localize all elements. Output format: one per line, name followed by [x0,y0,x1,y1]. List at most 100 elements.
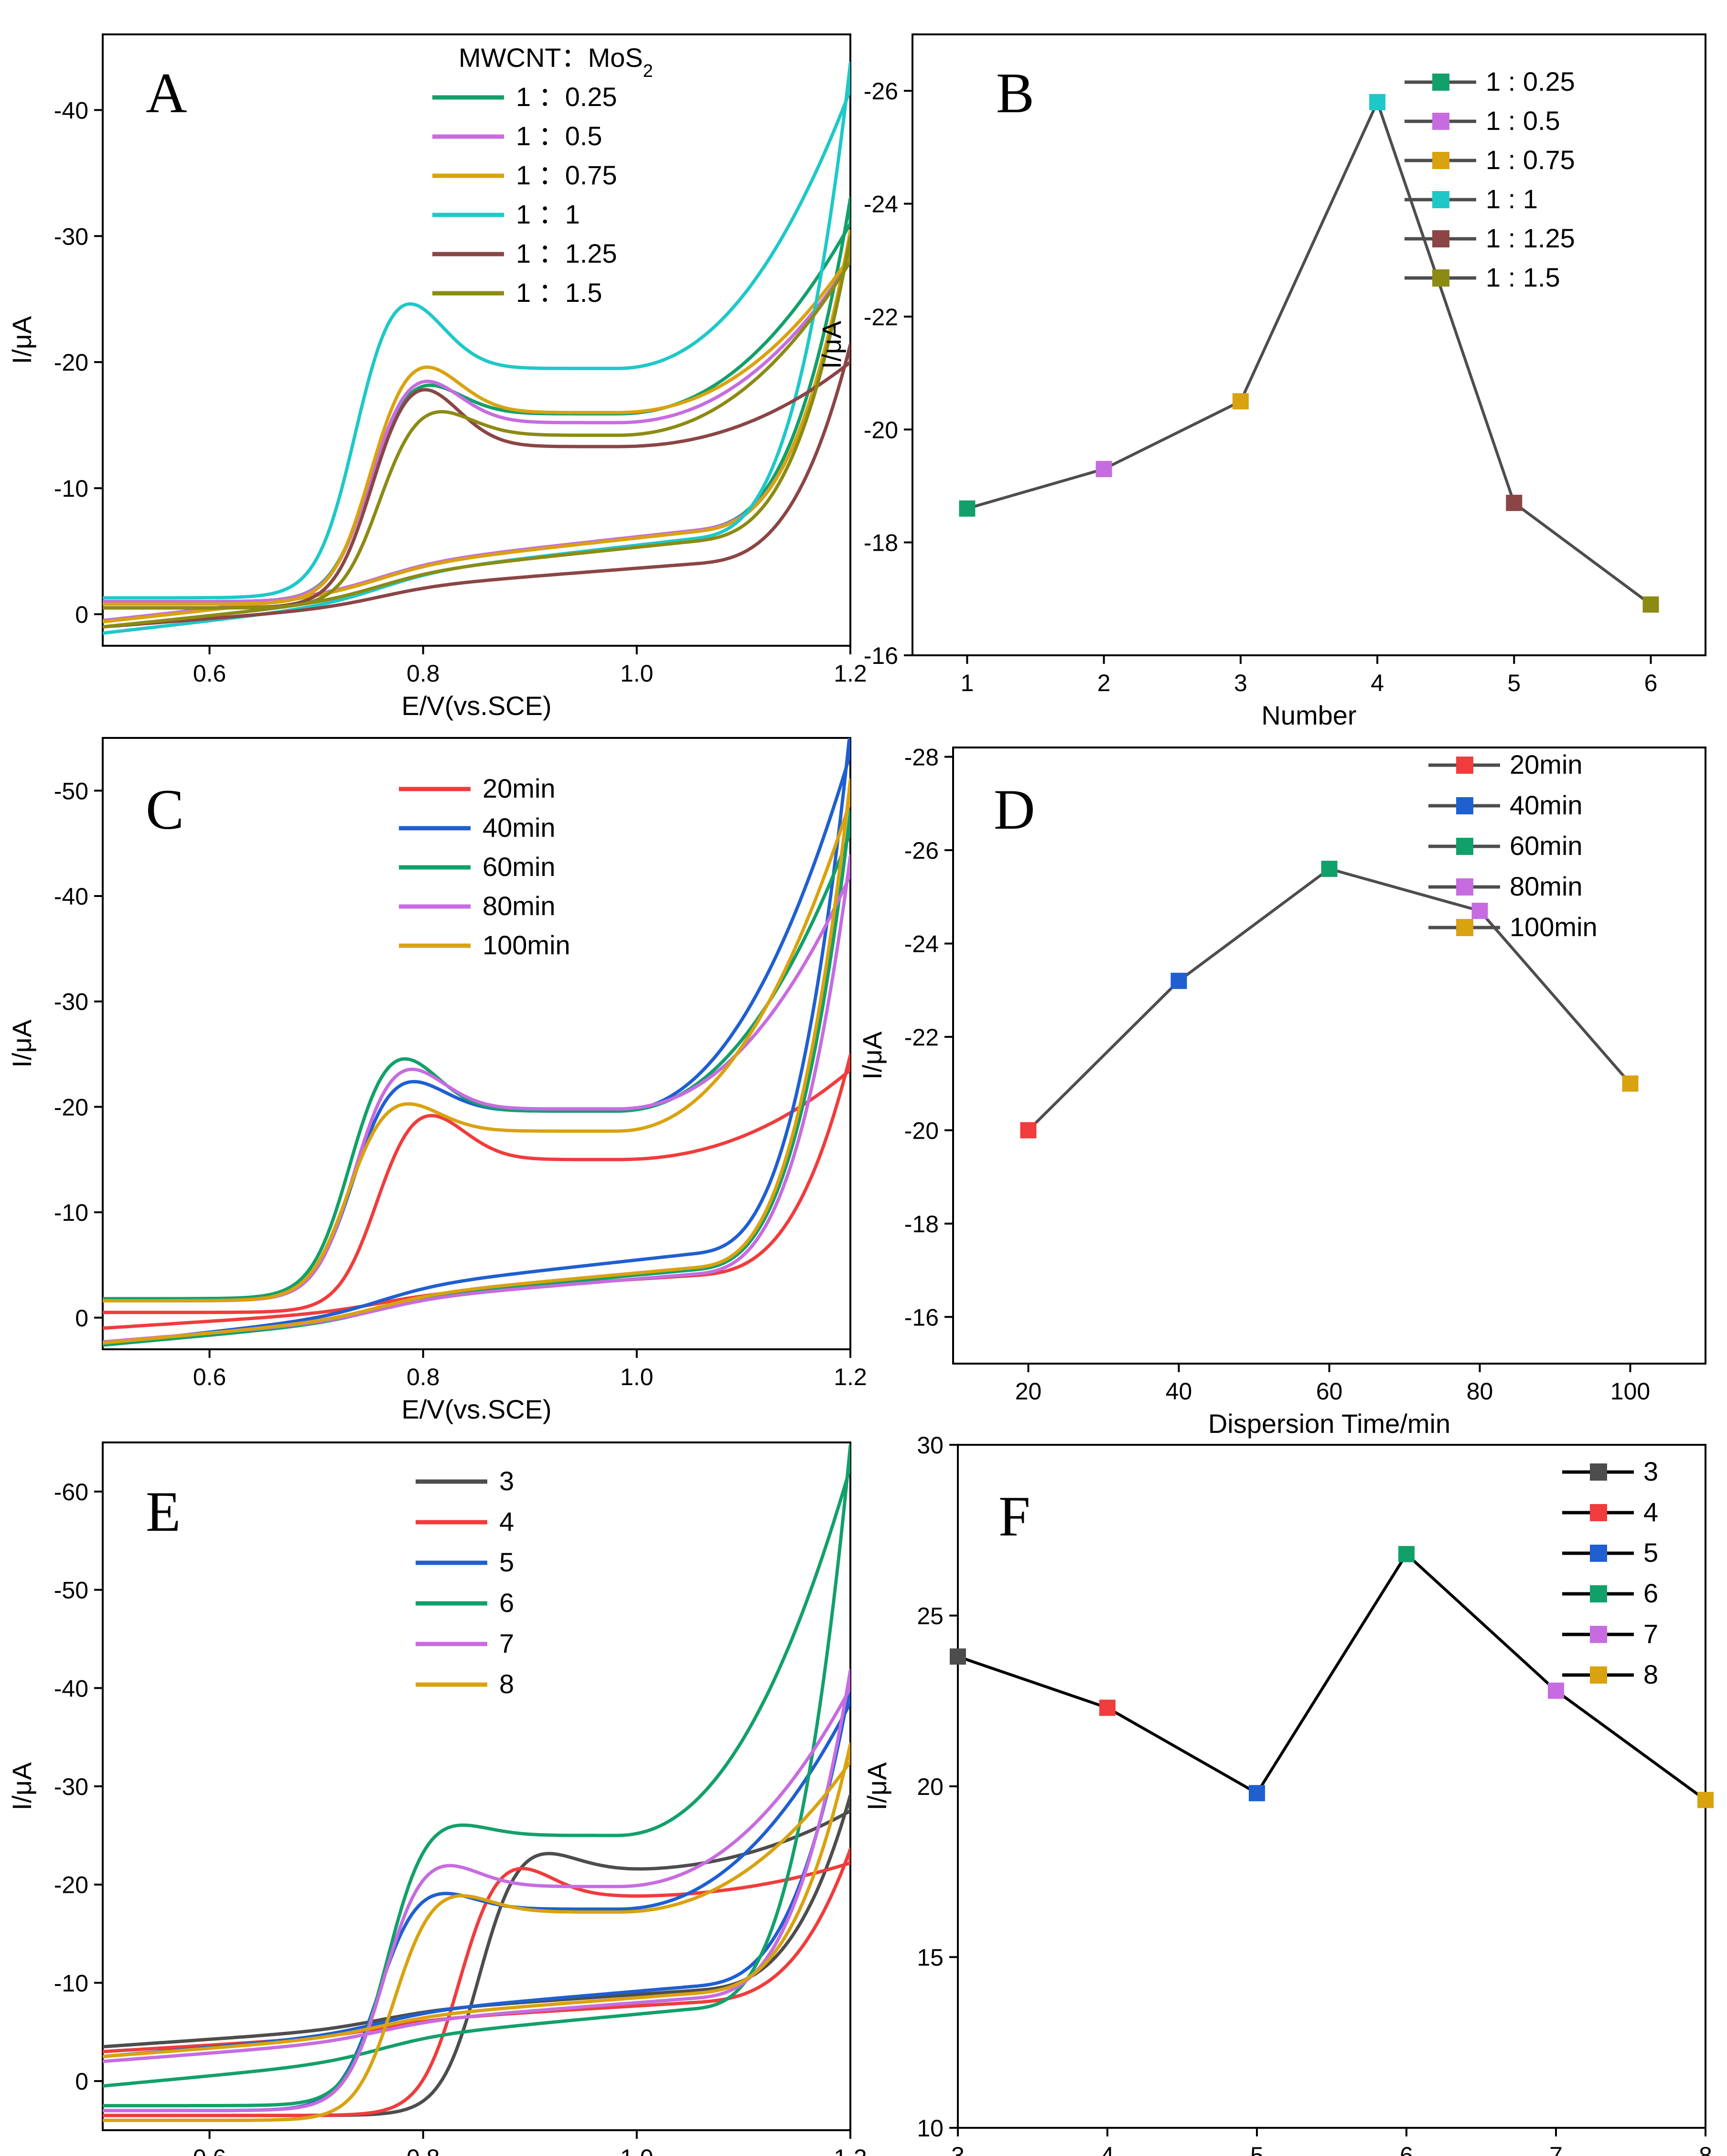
y-tick-label: -16 [864,642,898,669]
y-tick-label: -40 [54,1675,88,1702]
x-tick-label: 100 [1610,1378,1650,1405]
y-tick-label: 0 [75,2068,88,2095]
x-axis-label: E/V(vs.SCE) [401,691,551,721]
x-tick-label: 1.2 [834,2145,867,2156]
cv-curve-E-4 [103,1668,850,2113]
legend-label: 3 [1643,1456,1658,1486]
panel-label-D: D [994,778,1035,841]
legend-marker [1590,1463,1607,1481]
panel-C: 0 -10 -20 -30 -40 -50 0.6 0.8 1.0 1.2 E/V(vs.SCE) I… [7,737,867,1424]
legend-label: 1 ：0.5 [516,121,602,151]
data-point-B-1 [1095,461,1112,477]
y-tick-label: -22 [864,304,898,331]
x-tick-label: 3 [951,2142,965,2156]
x-tick-label: 6 [1644,670,1658,696]
x-tick-label: 7 [1549,2142,1563,2156]
x-tick-label: 1.2 [834,1364,867,1390]
y-tick-label: -10 [54,1970,88,1996]
legend-marker [1456,838,1473,855]
legend-marker [1432,230,1449,247]
plot-frame-A [102,33,851,647]
legend-marker [1432,191,1449,208]
legend-label: 1 ：0.75 [516,160,617,190]
legend-B: 1 : 0.25 1 : 0.5 1 : 0.75 1 : 1 1 : 1.25 1 : … [1405,66,1575,292]
panel-label-E: E [146,1480,181,1543]
legend-label: 1 ：1.25 [516,238,617,268]
y-tick-label: -20 [864,416,898,443]
y-tick-label: -20 [54,1872,88,1899]
plot-area-F [958,1552,1706,1802]
x-tick-label: 1.0 [620,1364,654,1390]
legend-label: 1 : 0.5 [1486,106,1560,136]
y-tick-label: 10 [917,2115,944,2142]
legend-marker [1432,152,1449,169]
legend-label: 1 : 1 [1486,184,1538,214]
y-tick-label: -10 [54,475,88,502]
legend-label: 20min [1510,749,1583,779]
cv-curve-A-3 [103,62,850,635]
legend-label: 80min [1510,871,1583,901]
data-point-D-0 [1020,1122,1037,1139]
legend-E: 3 4 5 6 7 8 [416,1466,514,1699]
cv-curve-A-4 [103,342,850,629]
legend-label: 1 : 0.75 [1486,145,1575,175]
y-tick-label: -16 [904,1304,939,1331]
y-tick-label: 25 [917,1603,944,1630]
legend-marker [1590,1504,1607,1521]
panel-D: -16 -18 -20 -22 -24 -26 -28 20 40 60 80 100 Dispersi… [857,744,1706,1439]
x-tick-label: 0.6 [193,2145,226,2156]
legend-marker [1432,113,1449,130]
panel-label-C: C [146,778,184,841]
legend-marker [1590,1666,1607,1684]
x-axis-label: Dispersion Time/min [1208,1409,1450,1439]
legend-marker [1590,1585,1607,1602]
legend-label: 5 [1643,1537,1658,1568]
y-tick-label: 0 [75,1305,88,1332]
legend-marker [1432,269,1449,287]
y-tick-label: -20 [904,1117,939,1144]
y-tick-label: -30 [54,1773,88,1800]
x-tick-label: 2 [1097,670,1111,696]
trend-line-F [958,1552,1706,1802]
y-tick-label: 15 [917,1944,944,1971]
plot-frame-C [102,737,851,1350]
x-tick-label: 20 [1015,1378,1042,1405]
y-tick-label: -24 [864,191,898,218]
legend-marker [1590,1626,1607,1643]
legend-label: 3 [499,1466,514,1496]
cv-curve-A-2 [103,229,850,624]
y-axis-label: I/μA [7,1019,37,1067]
y-axis-label: I/μA [816,320,847,369]
legend-label: 4 [1643,1497,1658,1527]
plot-frame-B [912,33,1706,656]
x-axis-label: E/V(vs.SCE) [401,1394,551,1424]
y-axis-label: I/μA [7,1762,37,1810]
data-point-F-3 [1398,1546,1415,1562]
y-tick-label: -18 [864,530,898,556]
data-point-B-3 [1369,94,1386,110]
x-tick-label: 40 [1166,1378,1192,1405]
panel-B: -16 -18 -20 -22 -24 -26 1 2 3 4 5 6 Number I/μA B 1 : 0… [816,33,1706,730]
legend-label: 1 ：0.25 [516,82,617,112]
legend-C: 20min 40min 60min 80min 100min [399,773,570,960]
x-tick-label: 0.6 [193,660,226,687]
y-tick-label: -30 [54,989,88,1015]
panel-label-B: B [996,61,1034,125]
legend-label: 40min [1510,790,1583,820]
x-tick-label: 4 [1371,670,1384,696]
x-axis-label: Number [1261,700,1356,730]
y-axis-label: I/μA [857,1031,887,1079]
panel-E: 0-10-20-30-40-50-600.60.81.01.2E/V(vs.SC… [7,1441,867,2156]
legend-label: 8 [499,1669,514,1699]
legend-label: 60min [1510,831,1583,861]
y-tick-label: -26 [864,78,898,105]
legend-marker [1432,74,1449,91]
legend-label: 6 [1643,1578,1658,1608]
data-point-F-0 [950,1648,966,1665]
plot-area-B [966,98,1652,606]
x-tick-label: 1.0 [620,660,654,687]
x-tick-label: 0.8 [407,660,440,687]
legend-label: 100min [483,930,570,960]
data-point-D-1 [1170,972,1187,989]
